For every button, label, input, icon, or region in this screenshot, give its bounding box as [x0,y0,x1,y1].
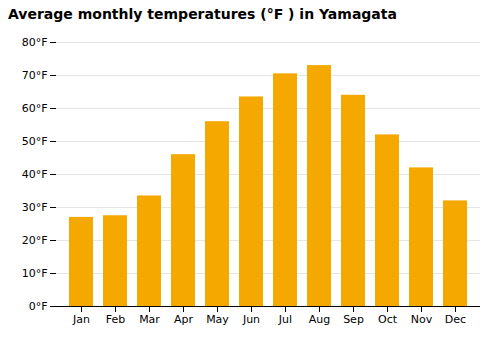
svg-text:50°F: 50°F [22,135,48,148]
svg-text:Jun: Jun [242,313,260,326]
svg-text:Dec: Dec [445,313,466,326]
svg-text:Jul: Jul [278,313,292,326]
svg-text:Nov: Nov [411,313,433,326]
svg-text:0°F: 0°F [29,300,48,313]
svg-text:Jan: Jan [72,313,90,326]
svg-text:30°F: 30°F [22,201,48,214]
svg-text:80°F: 80°F [22,36,48,49]
svg-text:Feb: Feb [106,313,125,326]
html-text:Average monthly temperatures (: Average monthly temperatures (°F ) in Ya… [8,6,397,22]
svg-text:Apr: Apr [174,313,194,326]
svg-text:20°F: 20°F [22,234,48,247]
svg-text:Aug: Aug [309,313,330,326]
svg-text:10°F: 10°F [22,267,48,280]
svg-text:Sep: Sep [343,313,364,326]
svg-text:May: May [206,313,229,326]
svg-text:Oct: Oct [378,313,398,326]
svg-text:60°F: 60°F [22,102,48,115]
svg-text:40°F: 40°F [22,168,48,181]
svg-text:70°F: 70°F [22,69,48,82]
svg-text:Mar: Mar [139,313,160,326]
